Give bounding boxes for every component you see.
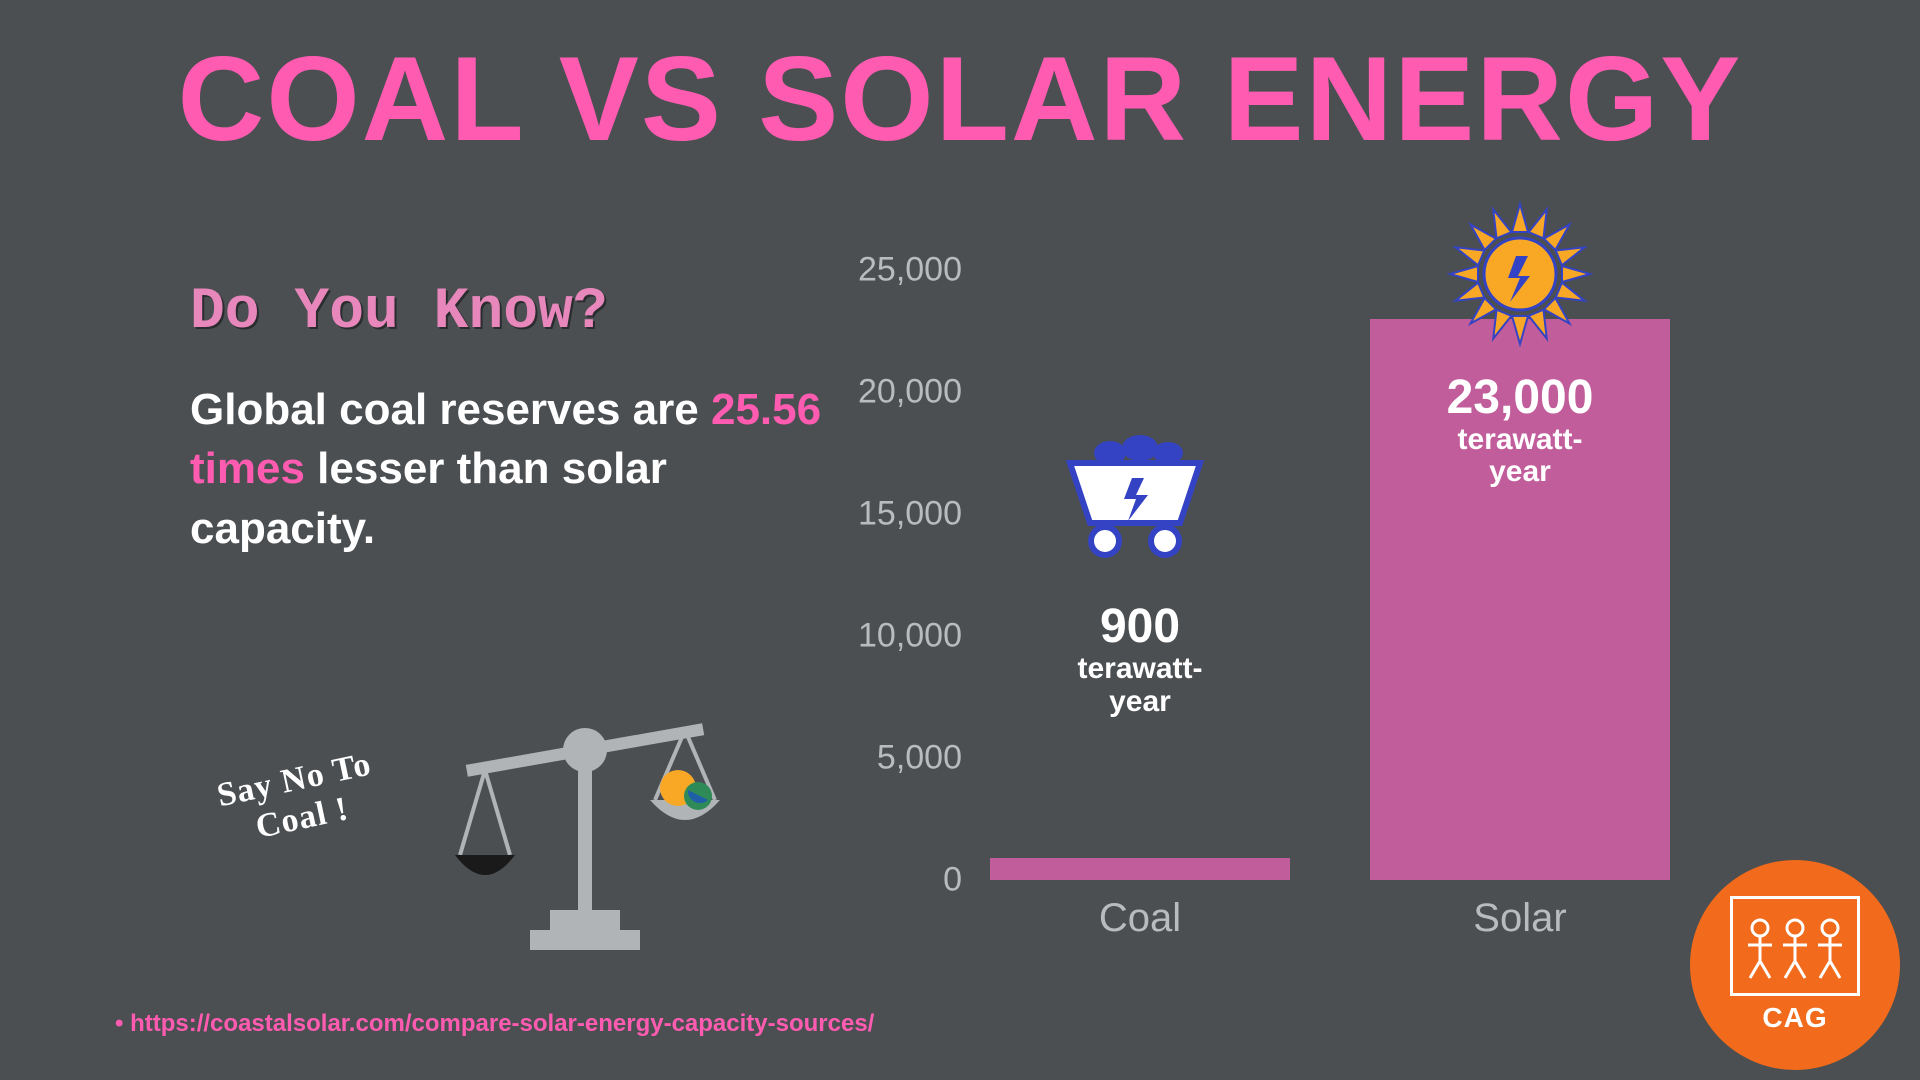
cag-logo: CAG [1690,860,1900,1070]
bar-chart: 05,00010,00015,00020,00025,000Coal900ter… [980,270,1680,880]
coal-cart-icon [1040,423,1230,578]
y-tick: 10,000 [858,617,980,656]
category-label: Solar [1370,880,1670,941]
y-tick: 25,000 [858,251,980,290]
page-title: COAL VS SOLAR ENERGY [0,30,1920,168]
bar-value: 23,000terawatt-year [1370,372,1670,489]
subtitle: Do You Know? [190,280,608,345]
y-tick: 0 [943,861,980,900]
y-tick: 20,000 [858,373,980,412]
sun-icon [1440,194,1600,359]
scale-icon [430,680,740,965]
bar-value: 900terawatt-year [990,601,1290,718]
fact-text: Global coal reserves are 25.56 times les… [190,380,830,558]
logo-text: CAG [1762,1002,1827,1034]
logo-figure [1730,896,1860,996]
category-label: Coal [990,880,1290,941]
y-tick: 15,000 [858,495,980,534]
say-no-callout: Say No To Coal ! [214,745,383,854]
source-link: https://coastalsolar.com/compare-solar-e… [115,1010,874,1038]
bar-coal: Coal [990,858,1290,880]
fact-pre: Global coal reserves are [190,385,711,434]
y-tick: 5,000 [877,739,980,778]
